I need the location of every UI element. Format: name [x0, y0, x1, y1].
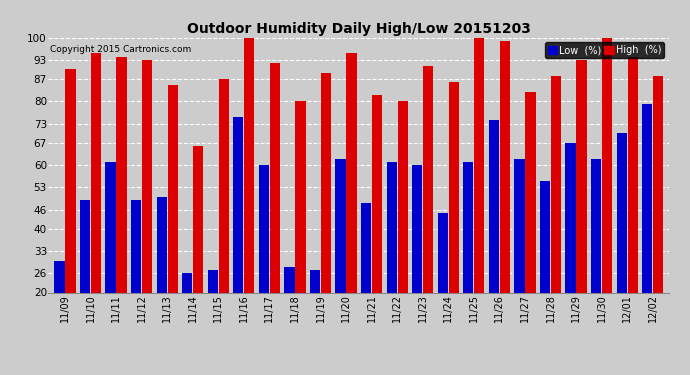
Bar — [437, 213, 448, 292]
Bar — [565, 143, 575, 292]
Bar — [500, 41, 510, 292]
Bar — [270, 63, 280, 292]
Bar — [168, 86, 178, 292]
Bar — [193, 146, 204, 292]
Bar — [448, 82, 459, 292]
Bar — [423, 66, 433, 292]
Bar — [321, 73, 331, 292]
Bar — [80, 200, 90, 292]
Bar — [310, 270, 320, 292]
Bar — [591, 159, 601, 292]
Bar — [397, 101, 408, 292]
Bar — [346, 54, 357, 292]
Bar — [142, 60, 152, 292]
Bar — [208, 270, 218, 292]
Title: Outdoor Humidity Daily High/Low 20151203: Outdoor Humidity Daily High/Low 20151203 — [187, 22, 531, 36]
Bar — [157, 197, 167, 292]
Text: Copyright 2015 Cartronics.com: Copyright 2015 Cartronics.com — [50, 45, 191, 54]
Bar — [525, 92, 535, 292]
Bar — [642, 104, 652, 292]
Bar — [540, 181, 550, 292]
Bar — [295, 101, 306, 292]
Legend: Low  (%), High  (%): Low (%), High (%) — [544, 42, 664, 58]
Bar — [602, 38, 612, 292]
Bar — [55, 261, 65, 292]
Bar — [489, 120, 499, 292]
Bar — [576, 60, 586, 292]
Bar — [284, 267, 295, 292]
Bar — [627, 57, 638, 292]
Bar — [386, 162, 397, 292]
Bar — [131, 200, 141, 292]
Bar — [117, 57, 127, 292]
Bar — [259, 165, 269, 292]
Bar — [106, 162, 116, 292]
Bar — [219, 79, 229, 292]
Bar — [551, 76, 561, 292]
Bar — [617, 133, 627, 292]
Bar — [182, 273, 193, 292]
Bar — [412, 165, 422, 292]
Bar — [653, 76, 663, 292]
Bar — [91, 54, 101, 292]
Bar — [372, 95, 382, 292]
Bar — [463, 162, 473, 292]
Bar — [361, 203, 371, 292]
Bar — [335, 159, 346, 292]
Bar — [244, 38, 255, 292]
Bar — [514, 159, 524, 292]
Bar — [66, 69, 75, 292]
Bar — [474, 38, 484, 292]
Bar — [233, 117, 244, 292]
